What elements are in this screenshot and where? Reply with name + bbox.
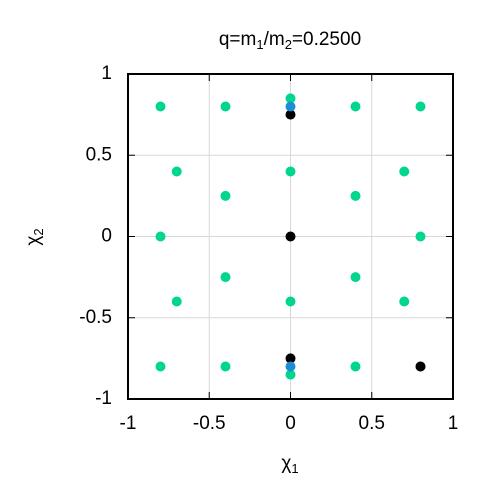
point xyxy=(415,101,426,112)
point xyxy=(285,101,296,112)
point xyxy=(285,93,296,104)
title-part: q=m xyxy=(219,29,257,50)
y-tick-label: 1 xyxy=(101,63,112,84)
point xyxy=(285,369,296,380)
y-tick-label: -1 xyxy=(95,388,112,409)
point xyxy=(285,361,296,372)
point xyxy=(350,361,361,372)
title-sub: 2 xyxy=(285,37,292,52)
label-sub: 1 xyxy=(291,461,298,476)
point xyxy=(399,296,410,307)
point xyxy=(220,101,231,112)
plot-frame xyxy=(127,73,454,400)
y-tick-label: 0.5 xyxy=(86,144,112,165)
title-sub: 1 xyxy=(256,37,263,52)
point xyxy=(155,231,166,242)
x-tick-label: -1 xyxy=(120,413,137,434)
point xyxy=(415,361,426,372)
title-part: =0.2500 xyxy=(292,29,361,50)
y-tick-label: 0 xyxy=(101,226,112,247)
point xyxy=(155,361,166,372)
point xyxy=(285,231,296,242)
point xyxy=(350,101,361,112)
point xyxy=(155,101,166,112)
point xyxy=(350,272,361,283)
point xyxy=(220,272,231,283)
label-part: χ xyxy=(281,453,291,474)
point xyxy=(285,109,296,120)
title-part: /m xyxy=(264,29,285,50)
point xyxy=(285,296,296,307)
x-tick-label: 0 xyxy=(285,413,296,434)
x-tick-label: 0.5 xyxy=(359,413,385,434)
point xyxy=(285,166,296,177)
x-axis-label: χ1 xyxy=(281,453,298,476)
point xyxy=(171,166,182,177)
chart-title: q=m1/m2=0.2500 xyxy=(219,29,361,52)
label-sub: 2 xyxy=(31,228,46,235)
point xyxy=(171,296,182,307)
x-tick-label: 1 xyxy=(448,413,459,434)
point xyxy=(285,353,296,364)
x-tick-label: -0.5 xyxy=(193,413,226,434)
y-tick-label: -0.5 xyxy=(79,307,112,328)
point xyxy=(415,231,426,242)
y-axis-label: χ2 xyxy=(23,228,46,245)
point xyxy=(350,190,361,201)
point xyxy=(220,361,231,372)
point xyxy=(399,166,410,177)
label-part: χ xyxy=(23,236,44,246)
point xyxy=(220,190,231,201)
